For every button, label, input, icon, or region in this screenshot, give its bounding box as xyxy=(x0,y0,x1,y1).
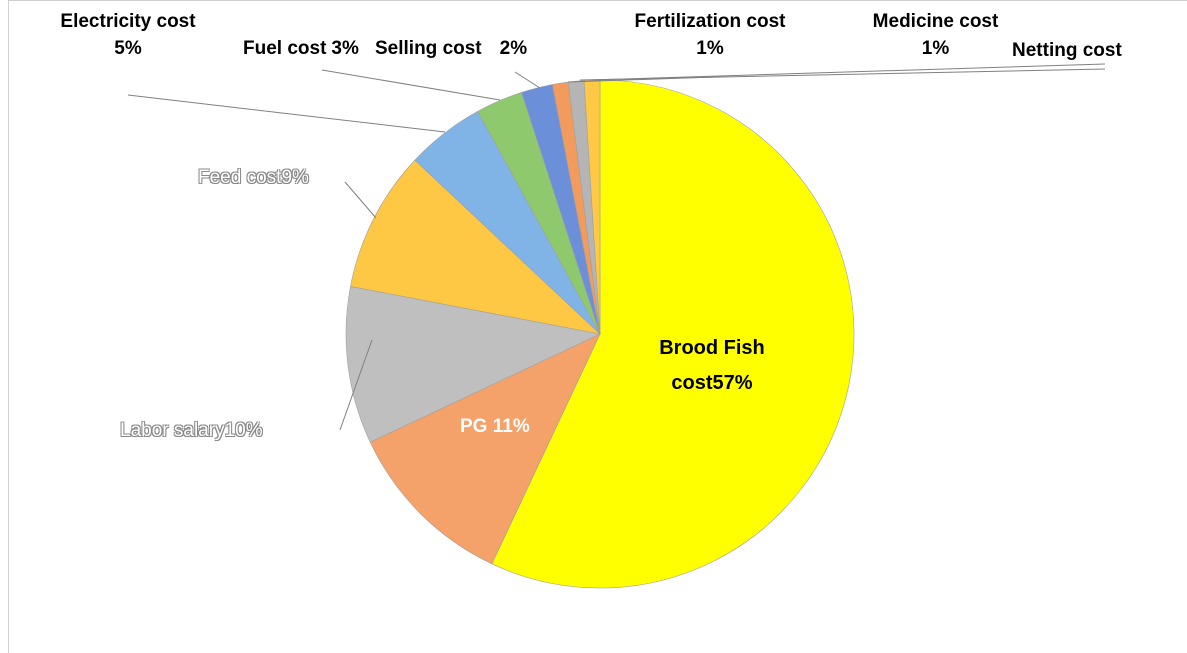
data-label: Fuel cost 3% xyxy=(243,35,359,62)
category-label: Labor salary xyxy=(120,420,225,441)
data-label: Brood Fish cost57% xyxy=(647,331,777,401)
value-label: 3% xyxy=(331,38,359,59)
category-label: Electricity cost xyxy=(60,11,196,32)
value-label: 5% xyxy=(114,38,142,59)
value-label: 57% xyxy=(712,372,753,394)
leader-line xyxy=(579,68,1106,81)
leader-line xyxy=(344,181,377,219)
category-label: Selling cost xyxy=(375,38,482,59)
category-label: Feed cost xyxy=(198,167,282,188)
leader-line xyxy=(339,339,373,431)
category-label: Fertilization cost xyxy=(634,11,786,32)
leader-line xyxy=(321,69,501,101)
data-label: Electricity cost 5% xyxy=(18,8,238,62)
leader-line xyxy=(127,94,446,133)
data-label: PG 11% xyxy=(460,413,530,440)
category-label: Fuel cost xyxy=(243,38,327,59)
data-label: Netting cost xyxy=(1012,37,1122,64)
value-label: 10% xyxy=(224,420,263,441)
data-label: Fertilization cost 1% xyxy=(605,8,815,62)
data-label: Selling cost 2% xyxy=(375,35,527,62)
value-label: 11% xyxy=(492,416,530,437)
pie-slice xyxy=(345,286,601,443)
pie-slice xyxy=(369,333,601,565)
value-label: 1% xyxy=(696,38,724,59)
data-label: Labor salary10% xyxy=(120,417,263,444)
value-label: 1% xyxy=(921,38,950,59)
category-label: PG xyxy=(460,416,488,437)
data-label: Feed cost9% xyxy=(198,164,309,191)
category-label: Brood Fish cost xyxy=(659,337,765,394)
value-label: 2% xyxy=(499,38,528,59)
pie-slice xyxy=(491,79,855,589)
category-label: Netting cost xyxy=(1012,40,1122,61)
value-label: 9% xyxy=(281,167,309,188)
data-label: Medicine cost 1% xyxy=(838,8,1033,62)
pie-slice xyxy=(350,159,601,335)
category-label: Medicine cost xyxy=(872,11,999,32)
leader-line xyxy=(589,63,1106,81)
leader-line xyxy=(514,71,541,89)
